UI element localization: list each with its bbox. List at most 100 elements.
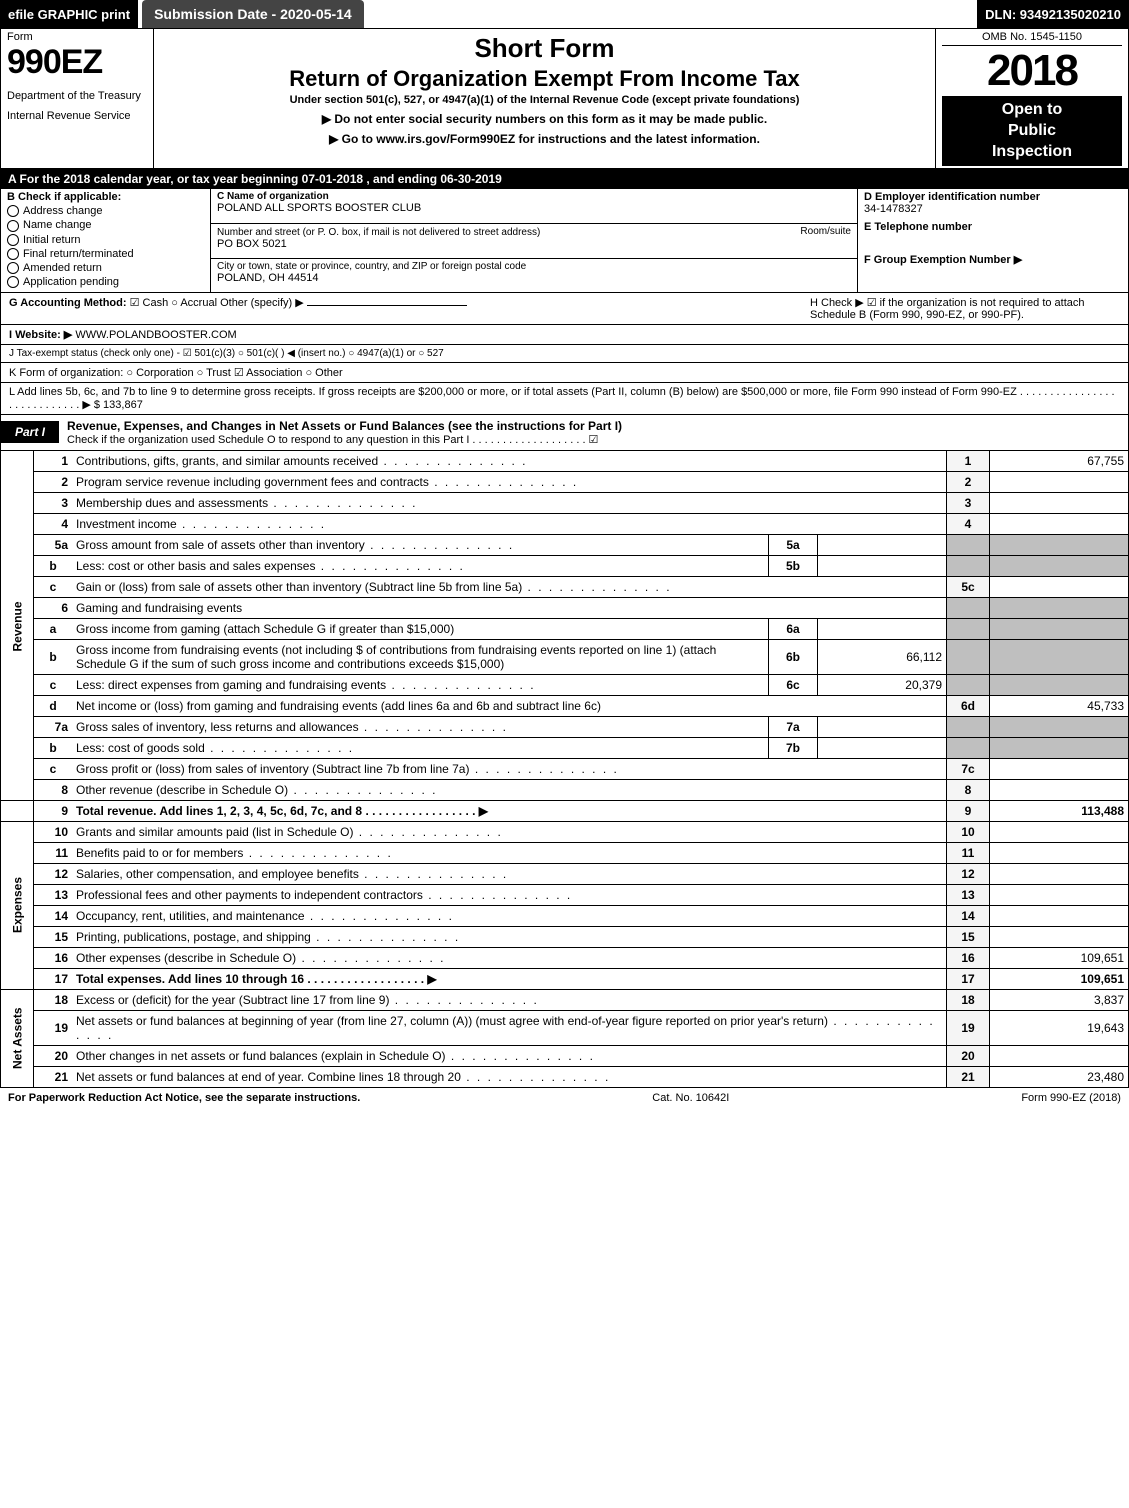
line-16-value: 109,651 [990, 947, 1129, 968]
gross-receipts-amount: 133,867 [103, 399, 143, 411]
line-5a-desc: Gross amount from sale of assets other t… [76, 538, 365, 552]
line-15-desc: Printing, publications, postage, and shi… [76, 930, 311, 944]
room-label: Room/suite [800, 226, 851, 237]
c-label: C Name of organization [217, 191, 851, 202]
form-header: Form 990EZ Department of the Treasury In… [0, 28, 1129, 169]
dept-treasury: Department of the Treasury [7, 90, 147, 102]
expenses-tab: Expenses [1, 821, 34, 989]
line-1-desc: Contributions, gifts, grants, and simila… [76, 454, 378, 468]
line-12-value [990, 863, 1129, 884]
line-18-value: 3,837 [990, 989, 1129, 1010]
k-form-of-org[interactable]: K Form of organization: ○ Corporation ○ … [0, 363, 1129, 383]
line-15-value [990, 926, 1129, 947]
line-17-desc: Total expenses. Add lines 10 through 16 … [76, 972, 437, 986]
line-19-desc: Net assets or fund balances at beginning… [76, 1014, 828, 1028]
line-13-value [990, 884, 1129, 905]
check-initial-return[interactable]: Initial return [7, 234, 204, 246]
line-6d-desc: Net income or (loss) from gaming and fun… [76, 699, 601, 713]
efile-print-label[interactable]: efile GRAPHIC print [0, 0, 138, 28]
omb-number: OMB No. 1545-1150 [942, 31, 1122, 46]
d-label: D Employer identification number [864, 191, 1122, 203]
line-9-value: 113,488 [990, 800, 1129, 821]
line-3-value [990, 492, 1129, 513]
line-5b-desc: Less: cost or other basis and sales expe… [76, 559, 315, 573]
dln-label: DLN: 93492135020210 [977, 0, 1129, 28]
footer-left: For Paperwork Reduction Act Notice, see … [8, 1092, 360, 1104]
form-label: Form [7, 31, 147, 43]
line-10-value [990, 821, 1129, 842]
line-6-desc: Gaming and fundraising events [76, 601, 242, 615]
street-address: PO BOX 5021 [217, 238, 851, 250]
line-6b-desc: Gross income from fundraising events (no… [76, 643, 716, 671]
line-4-value [990, 513, 1129, 534]
line-5c-desc: Gain or (loss) from sale of assets other… [76, 580, 522, 594]
goto-link[interactable]: ▶ Go to www.irs.gov/Form990EZ for instru… [160, 132, 929, 146]
short-form-title: Short Form [160, 33, 929, 64]
line-5c-value [990, 576, 1129, 597]
website-value[interactable]: WWW.POLANDBOOSTER.COM [75, 329, 236, 341]
line-20-desc: Other changes in net assets or fund bala… [76, 1049, 446, 1063]
ein-value: 34-1478327 [864, 203, 1122, 215]
g-label: G Accounting Method: [9, 297, 127, 309]
line-5b-value [818, 555, 947, 576]
line-7b-value [818, 737, 947, 758]
dept-irs: Internal Revenue Service [7, 110, 147, 122]
accounting-method[interactable]: ☑ Cash ○ Accrual Other (specify) ▶ [130, 297, 304, 309]
line-16-desc: Other expenses (describe in Schedule O) [76, 951, 296, 965]
city-state-zip: POLAND, OH 44514 [217, 272, 851, 284]
line-7a-desc: Gross sales of inventory, less returns a… [76, 720, 359, 734]
org-info-grid: B Check if applicable: Address change Na… [0, 189, 1129, 293]
j-tax-exempt[interactable]: J Tax-exempt status (check only one) - ☑… [0, 345, 1129, 363]
line-7a-value [818, 716, 947, 737]
h-check-text[interactable]: H Check ▶ ☑ if the organization is not r… [810, 296, 1120, 321]
page-footer: For Paperwork Reduction Act Notice, see … [0, 1088, 1129, 1108]
line-3-desc: Membership dues and assessments [76, 496, 268, 510]
footer-form-ref: Form 990-EZ (2018) [1021, 1092, 1121, 1104]
return-title: Return of Organization Exempt From Incom… [160, 66, 929, 92]
line-7b-desc: Less: cost of goods sold [76, 741, 205, 755]
line-11-desc: Benefits paid to or for members [76, 846, 243, 860]
open-line3: Inspection [946, 142, 1118, 163]
line-6a-desc: Gross income from gaming (attach Schedul… [76, 622, 454, 636]
f-label: F Group Exemption Number ▶ [864, 253, 1122, 266]
line-6b-value: 66,112 [818, 639, 947, 674]
tax-year: 2018 [942, 46, 1122, 96]
submission-date-label: Submission Date - 2020-05-14 [142, 0, 364, 28]
check-application-pending[interactable]: Application pending [7, 276, 204, 288]
line-2-value [990, 471, 1129, 492]
ssn-warning: ▶ Do not enter social security numbers o… [160, 112, 929, 126]
revenue-tab: Revenue [1, 451, 34, 801]
line-8-desc: Other revenue (describe in Schedule O) [76, 783, 288, 797]
line-7c-value [990, 758, 1129, 779]
top-bar: efile GRAPHIC print Submission Date - 20… [0, 0, 1129, 28]
line-12-desc: Salaries, other compensation, and employ… [76, 867, 359, 881]
check-name-change[interactable]: Name change [7, 219, 204, 231]
i-label: I Website: ▶ [9, 329, 72, 341]
line-11-value [990, 842, 1129, 863]
line-6d-value: 45,733 [990, 695, 1129, 716]
line-8-value [990, 779, 1129, 800]
line-18-desc: Excess or (deficit) for the year (Subtra… [76, 993, 389, 1007]
part-1-title: Revenue, Expenses, and Changes in Net As… [67, 419, 1128, 433]
check-amended-return[interactable]: Amended return [7, 262, 204, 274]
part-1-badge: Part I [1, 421, 59, 443]
net-assets-tab: Net Assets [1, 989, 34, 1087]
line-19-value: 19,643 [990, 1010, 1129, 1045]
line-14-desc: Occupancy, rent, utilities, and maintena… [76, 909, 305, 923]
check-address-change[interactable]: Address change [7, 205, 204, 217]
line-21-value: 23,480 [990, 1066, 1129, 1087]
open-line2: Public [946, 121, 1118, 142]
check-final-return[interactable]: Final return/terminated [7, 248, 204, 260]
part-1-check[interactable]: Check if the organization used Schedule … [67, 433, 1128, 446]
line-20-value [990, 1045, 1129, 1066]
form-number: 990EZ [7, 43, 147, 82]
open-line1: Open to [946, 100, 1118, 121]
line-7c-desc: Gross profit or (loss) from sales of inv… [76, 762, 469, 776]
part-1-header: Part I Revenue, Expenses, and Changes in… [0, 415, 1129, 451]
b-label: B Check if applicable: [7, 191, 121, 203]
line-5a-value [818, 534, 947, 555]
e-label: E Telephone number [864, 221, 1122, 233]
footer-catalog: Cat. No. 10642I [652, 1092, 729, 1104]
line-4-desc: Investment income [76, 517, 177, 531]
line-13-desc: Professional fees and other payments to … [76, 888, 423, 902]
